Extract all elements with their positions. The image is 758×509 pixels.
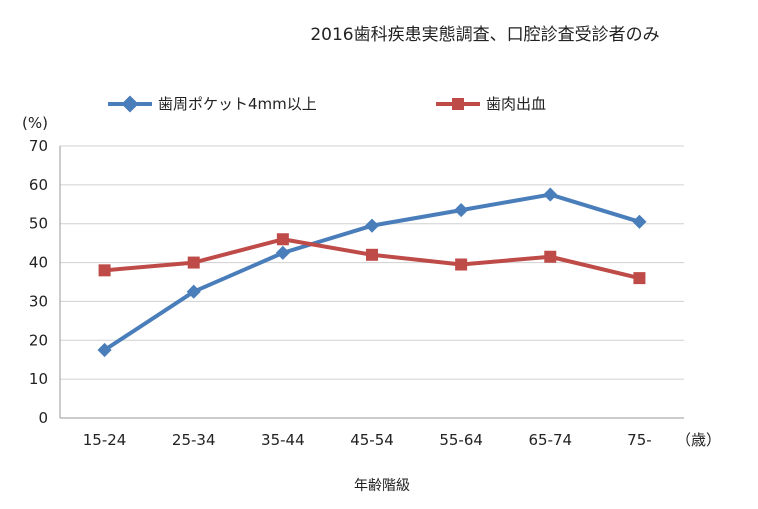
y-tick-label: 30 (29, 292, 48, 310)
series-2 (98, 233, 646, 285)
x-tick-label: 45-54 (350, 431, 394, 449)
y-axis-unit: (%) (22, 114, 48, 132)
y-axis-tick-labels: 0 10 20 30 40 50 60 70 (29, 137, 48, 427)
x-tick-label: 75- (627, 431, 652, 449)
series-1 (97, 187, 647, 358)
data-point (366, 248, 378, 261)
series-line (103, 192, 641, 352)
legend-entry-series-2: 歯肉出血 (436, 95, 546, 113)
x-axis-tick-labels: 15-24 25-34 35-44 45-54 55-64 65-74 75- (83, 431, 652, 449)
chart-title: 2016歯科疾患実態調査、口腔診査受診者のみ (310, 25, 659, 45)
y-tick-label: 50 (29, 215, 48, 233)
data-point (98, 264, 111, 277)
y-tick-label: 20 (29, 331, 48, 349)
x-axis-title: 年齢階級 (354, 478, 410, 494)
data-point (275, 245, 290, 260)
data-point (186, 284, 201, 299)
data-point (632, 214, 647, 229)
y-tick-label: 60 (29, 176, 48, 194)
y-tick-label: 40 (29, 254, 48, 272)
data-point (364, 218, 380, 233)
data-point (97, 342, 112, 358)
data-point (276, 233, 289, 246)
x-tick-label: 25-34 (172, 431, 216, 449)
series-layer (97, 187, 647, 358)
data-point (455, 258, 468, 271)
legend-entry-series-1: 歯周ポケット4mm以上 (108, 95, 317, 113)
x-tick-label: 15-24 (83, 431, 127, 449)
y-tick-label: 10 (29, 370, 48, 388)
data-point (187, 256, 200, 269)
legend-label-series-2: 歯肉出血 (486, 95, 546, 113)
x-axis-unit: （歳） (676, 431, 721, 449)
legend-marker-series-2 (452, 98, 464, 110)
legend-label-series-1: 歯周ポケット4mm以上 (158, 95, 317, 113)
x-tick-label: 65-74 (528, 431, 572, 449)
data-point (633, 272, 646, 285)
x-tick-label: 35-44 (261, 431, 305, 449)
y-tick-label: 70 (29, 137, 48, 155)
legend-marker-series-1 (121, 95, 139, 113)
data-point (454, 203, 469, 218)
data-point (544, 250, 557, 263)
gridlines (59, 145, 684, 419)
data-point (543, 187, 558, 202)
x-tick-label: 55-64 (439, 431, 483, 449)
legend: 歯周ポケット4mm以上 歯肉出血 (108, 95, 546, 113)
y-tick-label: 0 (38, 409, 48, 427)
